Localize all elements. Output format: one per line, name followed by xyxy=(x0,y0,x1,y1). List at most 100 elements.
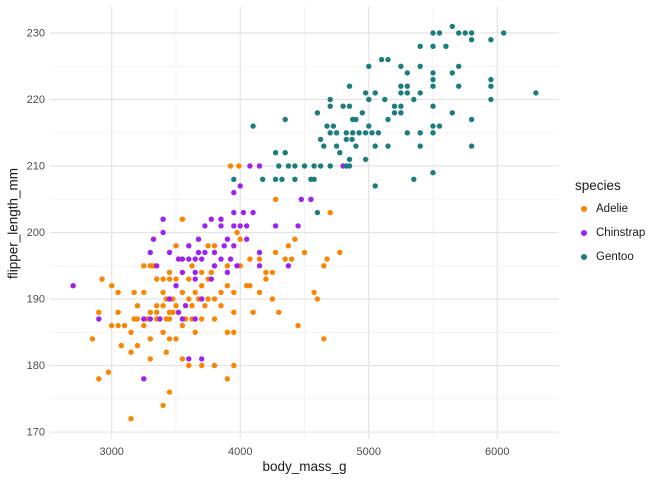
data-point-gentoo xyxy=(430,83,436,89)
data-point-gentoo xyxy=(282,150,288,156)
data-point-gentoo xyxy=(301,163,308,169)
data-point-gentoo xyxy=(317,163,324,169)
data-point-adelie xyxy=(128,349,134,355)
data-point-chinstrap xyxy=(256,263,263,269)
data-point-chinstrap xyxy=(179,256,186,262)
data-point-gentoo xyxy=(333,143,340,149)
data-point-adelie xyxy=(166,269,173,276)
data-point-adelie xyxy=(272,249,279,256)
data-point-adelie xyxy=(147,356,153,362)
data-point-adelie xyxy=(186,296,192,302)
data-point-adelie xyxy=(134,303,141,309)
legend: species Adelie Chinstrap Gentoo xyxy=(575,178,645,275)
data-point-adelie xyxy=(166,336,173,342)
data-point-gentoo xyxy=(411,176,417,182)
data-point-gentoo xyxy=(353,116,359,123)
data-point-chinstrap xyxy=(208,276,214,282)
data-point-adelie xyxy=(105,369,112,375)
data-point-adelie xyxy=(276,309,282,315)
data-point-adelie xyxy=(160,402,166,409)
data-point-chinstrap xyxy=(256,249,263,256)
data-point-adelie xyxy=(173,303,179,309)
data-point-gentoo xyxy=(359,110,365,116)
data-point-gentoo xyxy=(317,136,324,143)
data-point-adelie xyxy=(179,216,186,222)
data-point-adelie xyxy=(234,229,240,236)
data-point-gentoo xyxy=(436,30,443,36)
data-point-adelie xyxy=(224,263,231,269)
data-point-gentoo xyxy=(417,63,423,69)
data-point-adelie xyxy=(218,303,224,309)
y-tick-label: 170 xyxy=(27,427,45,439)
data-point-gentoo xyxy=(436,123,443,129)
data-point-gentoo xyxy=(340,103,346,109)
data-point-adelie xyxy=(224,283,231,289)
data-point-chinstrap xyxy=(160,216,166,222)
data-point-adelie xyxy=(173,336,179,342)
data-point-gentoo xyxy=(250,123,256,129)
data-point-adelie xyxy=(128,329,134,335)
data-point-chinstrap xyxy=(250,209,256,216)
data-point-adelie xyxy=(163,349,169,355)
data-point-gentoo xyxy=(449,70,455,76)
data-point-gentoo xyxy=(430,123,436,129)
data-point-adelie xyxy=(186,362,192,369)
data-point-gentoo xyxy=(327,163,333,169)
data-point-gentoo xyxy=(488,37,494,43)
data-point-adelie xyxy=(292,236,298,242)
data-point-chinstrap xyxy=(227,256,234,262)
data-point-chinstrap xyxy=(285,263,292,269)
data-point-adelie xyxy=(154,276,160,282)
data-point-chinstrap xyxy=(173,283,179,289)
data-point-gentoo xyxy=(356,130,362,136)
data-point-adelie xyxy=(141,289,147,296)
data-point-chinstrap xyxy=(208,216,214,222)
data-point-chinstrap xyxy=(218,256,224,262)
data-point-adelie xyxy=(89,336,96,342)
data-point-gentoo xyxy=(385,143,391,149)
data-point-gentoo xyxy=(346,83,353,89)
legend-key-dot-adelie xyxy=(581,206,587,212)
data-point-adelie xyxy=(99,276,105,282)
data-point-adelie xyxy=(189,263,195,269)
data-point-gentoo xyxy=(398,83,404,89)
data-point-gentoo xyxy=(411,96,417,103)
data-point-adelie xyxy=(199,283,205,289)
data-point-chinstrap xyxy=(192,256,198,262)
data-point-chinstrap xyxy=(175,309,182,315)
data-point-adelie xyxy=(247,283,253,289)
data-point-chinstrap xyxy=(195,236,202,242)
data-point-adelie xyxy=(131,289,137,296)
data-point-gentoo xyxy=(372,90,378,96)
data-point-chinstrap xyxy=(199,356,205,362)
data-point-gentoo xyxy=(343,136,349,143)
y-tick-label: 200 xyxy=(27,227,45,239)
data-point-chinstrap xyxy=(202,223,208,229)
data-point-adelie xyxy=(231,362,237,369)
data-point-adelie xyxy=(211,362,218,369)
data-point-adelie xyxy=(166,316,173,322)
data-point-gentoo xyxy=(430,103,436,109)
data-point-gentoo xyxy=(327,96,333,103)
data-point-adelie xyxy=(263,269,269,276)
data-point-gentoo xyxy=(398,90,404,96)
data-point-adelie xyxy=(301,249,308,256)
data-point-gentoo xyxy=(353,143,359,149)
data-point-gentoo xyxy=(349,136,355,143)
data-point-adelie xyxy=(179,356,186,362)
data-point-gentoo xyxy=(468,143,475,149)
data-point-adelie xyxy=(199,362,205,369)
data-point-gentoo xyxy=(321,143,327,149)
data-point-gentoo xyxy=(343,130,349,136)
data-point-gentoo xyxy=(337,150,343,156)
y-axis-title: flipper_length_mm xyxy=(5,167,21,280)
data-point-gentoo xyxy=(430,43,436,49)
data-point-gentoo xyxy=(488,76,494,83)
data-point-gentoo xyxy=(417,90,423,96)
data-point-gentoo xyxy=(385,56,391,63)
data-point-gentoo xyxy=(468,116,475,123)
data-point-gentoo xyxy=(488,83,494,89)
data-point-adelie xyxy=(295,322,301,329)
data-point-chinstrap xyxy=(237,223,243,229)
data-point-adelie xyxy=(154,303,160,309)
